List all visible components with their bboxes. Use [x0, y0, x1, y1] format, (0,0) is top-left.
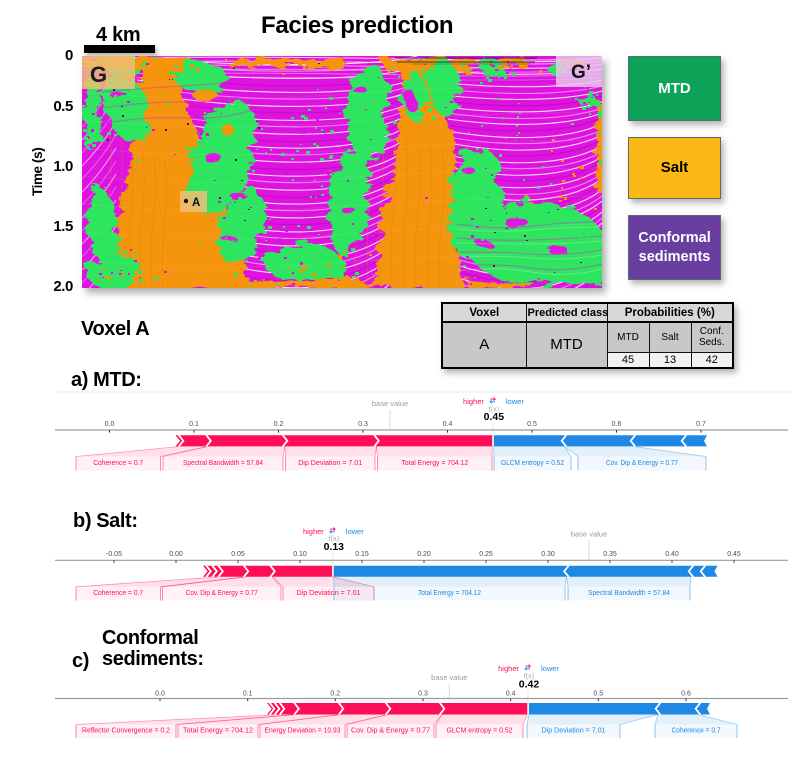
- svg-text:lower: lower: [346, 527, 364, 536]
- svg-text:-0.05: -0.05: [106, 551, 122, 558]
- svg-text:0.2: 0.2: [330, 691, 340, 698]
- svg-text:0.30: 0.30: [541, 551, 555, 558]
- svg-text:0.3: 0.3: [418, 691, 428, 698]
- svg-text:GLCM entropy = 0.52: GLCM entropy = 0.52: [501, 458, 564, 467]
- svg-text:0.4: 0.4: [506, 691, 516, 698]
- svg-text:0.2: 0.2: [274, 421, 284, 428]
- svg-text:0.45: 0.45: [484, 411, 505, 423]
- svg-text:higher: higher: [463, 397, 484, 406]
- svg-text:Total Energy = 704.12: Total Energy = 704.12: [401, 458, 468, 467]
- svg-text:G’: G’: [571, 62, 591, 83]
- svg-text:0.15: 0.15: [355, 551, 369, 558]
- svg-text:Coherence = 0.7: Coherence = 0.7: [93, 588, 143, 597]
- svg-text:Cov. Dip & Energy = 0.77: Cov. Dip & Energy = 0.77: [351, 726, 430, 735]
- svg-text:GLCM entropy = 0.52: GLCM entropy = 0.52: [447, 726, 513, 735]
- svg-text:0.0: 0.0: [105, 421, 115, 428]
- svg-text:Total Energy = 704.12: Total Energy = 704.12: [183, 726, 253, 735]
- svg-text:0.0: 0.0: [155, 691, 165, 698]
- svg-text:0.1: 0.1: [243, 691, 253, 698]
- svg-text:0.25: 0.25: [479, 551, 493, 558]
- svg-text:0.40: 0.40: [665, 551, 679, 558]
- svg-text:Cov. Dip & Energy = 0.77: Cov. Dip & Energy = 0.77: [186, 588, 258, 597]
- svg-text:higher: higher: [303, 527, 324, 536]
- svg-text:0.6: 0.6: [681, 691, 691, 698]
- svg-text:Coherence = 0.7: Coherence = 0.7: [672, 726, 721, 735]
- svg-text:lower: lower: [541, 664, 559, 673]
- svg-text:Coherence = 0.7: Coherence = 0.7: [93, 458, 143, 467]
- svg-text:0.6: 0.6: [612, 421, 622, 428]
- svg-text:lower: lower: [506, 397, 524, 406]
- svg-text:Cov. Dip & Energy = 0.77: Cov. Dip & Energy = 0.77: [606, 458, 678, 467]
- svg-text:G: G: [90, 62, 107, 87]
- svg-text:0.7: 0.7: [696, 421, 706, 428]
- svg-text:A: A: [192, 197, 200, 209]
- svg-text:0.20: 0.20: [417, 551, 431, 558]
- svg-text:0.00: 0.00: [169, 551, 183, 558]
- svg-text:Dip Deviation = 7.01: Dip Deviation = 7.01: [297, 588, 361, 597]
- svg-text:Dip Deviation = 7.01: Dip Deviation = 7.01: [542, 726, 606, 735]
- svg-text:base value: base value: [372, 399, 408, 408]
- svg-text:base value: base value: [571, 530, 607, 539]
- svg-text:0.4: 0.4: [443, 421, 453, 428]
- svg-text:Energy Deviation = 10.93: Energy Deviation = 10.93: [265, 726, 341, 735]
- svg-text:Dip Deviation = 7.01: Dip Deviation = 7.01: [298, 458, 362, 467]
- svg-text:0.10: 0.10: [293, 551, 307, 558]
- svg-text:0.13: 0.13: [324, 541, 345, 553]
- svg-text:0.5: 0.5: [593, 691, 603, 698]
- svg-text:f(x): f(x): [328, 534, 339, 543]
- svg-text:0.45: 0.45: [727, 551, 741, 558]
- svg-text:0.3: 0.3: [358, 421, 368, 428]
- svg-text:0.42: 0.42: [519, 679, 540, 691]
- svg-text:base value: base value: [431, 673, 467, 682]
- svg-text:f(x): f(x): [488, 405, 499, 414]
- svg-text:Reflector Convergence = 0.2: Reflector Convergence = 0.2: [82, 726, 170, 735]
- svg-text:0.5: 0.5: [527, 421, 537, 428]
- svg-text:higher: higher: [498, 664, 519, 673]
- svg-text:f(x): f(x): [524, 672, 535, 681]
- svg-text:0.1: 0.1: [189, 421, 199, 428]
- svg-text:Spectral Bandwidth = 57.84: Spectral Bandwidth = 57.84: [588, 588, 670, 597]
- svg-text:0.35: 0.35: [603, 551, 617, 558]
- svg-text:Spectral Bandwidth = 57.84: Spectral Bandwidth = 57.84: [183, 458, 263, 467]
- svg-text:Total Energy = 704.12: Total Energy = 704.12: [418, 588, 481, 597]
- svg-text:0.05: 0.05: [231, 551, 245, 558]
